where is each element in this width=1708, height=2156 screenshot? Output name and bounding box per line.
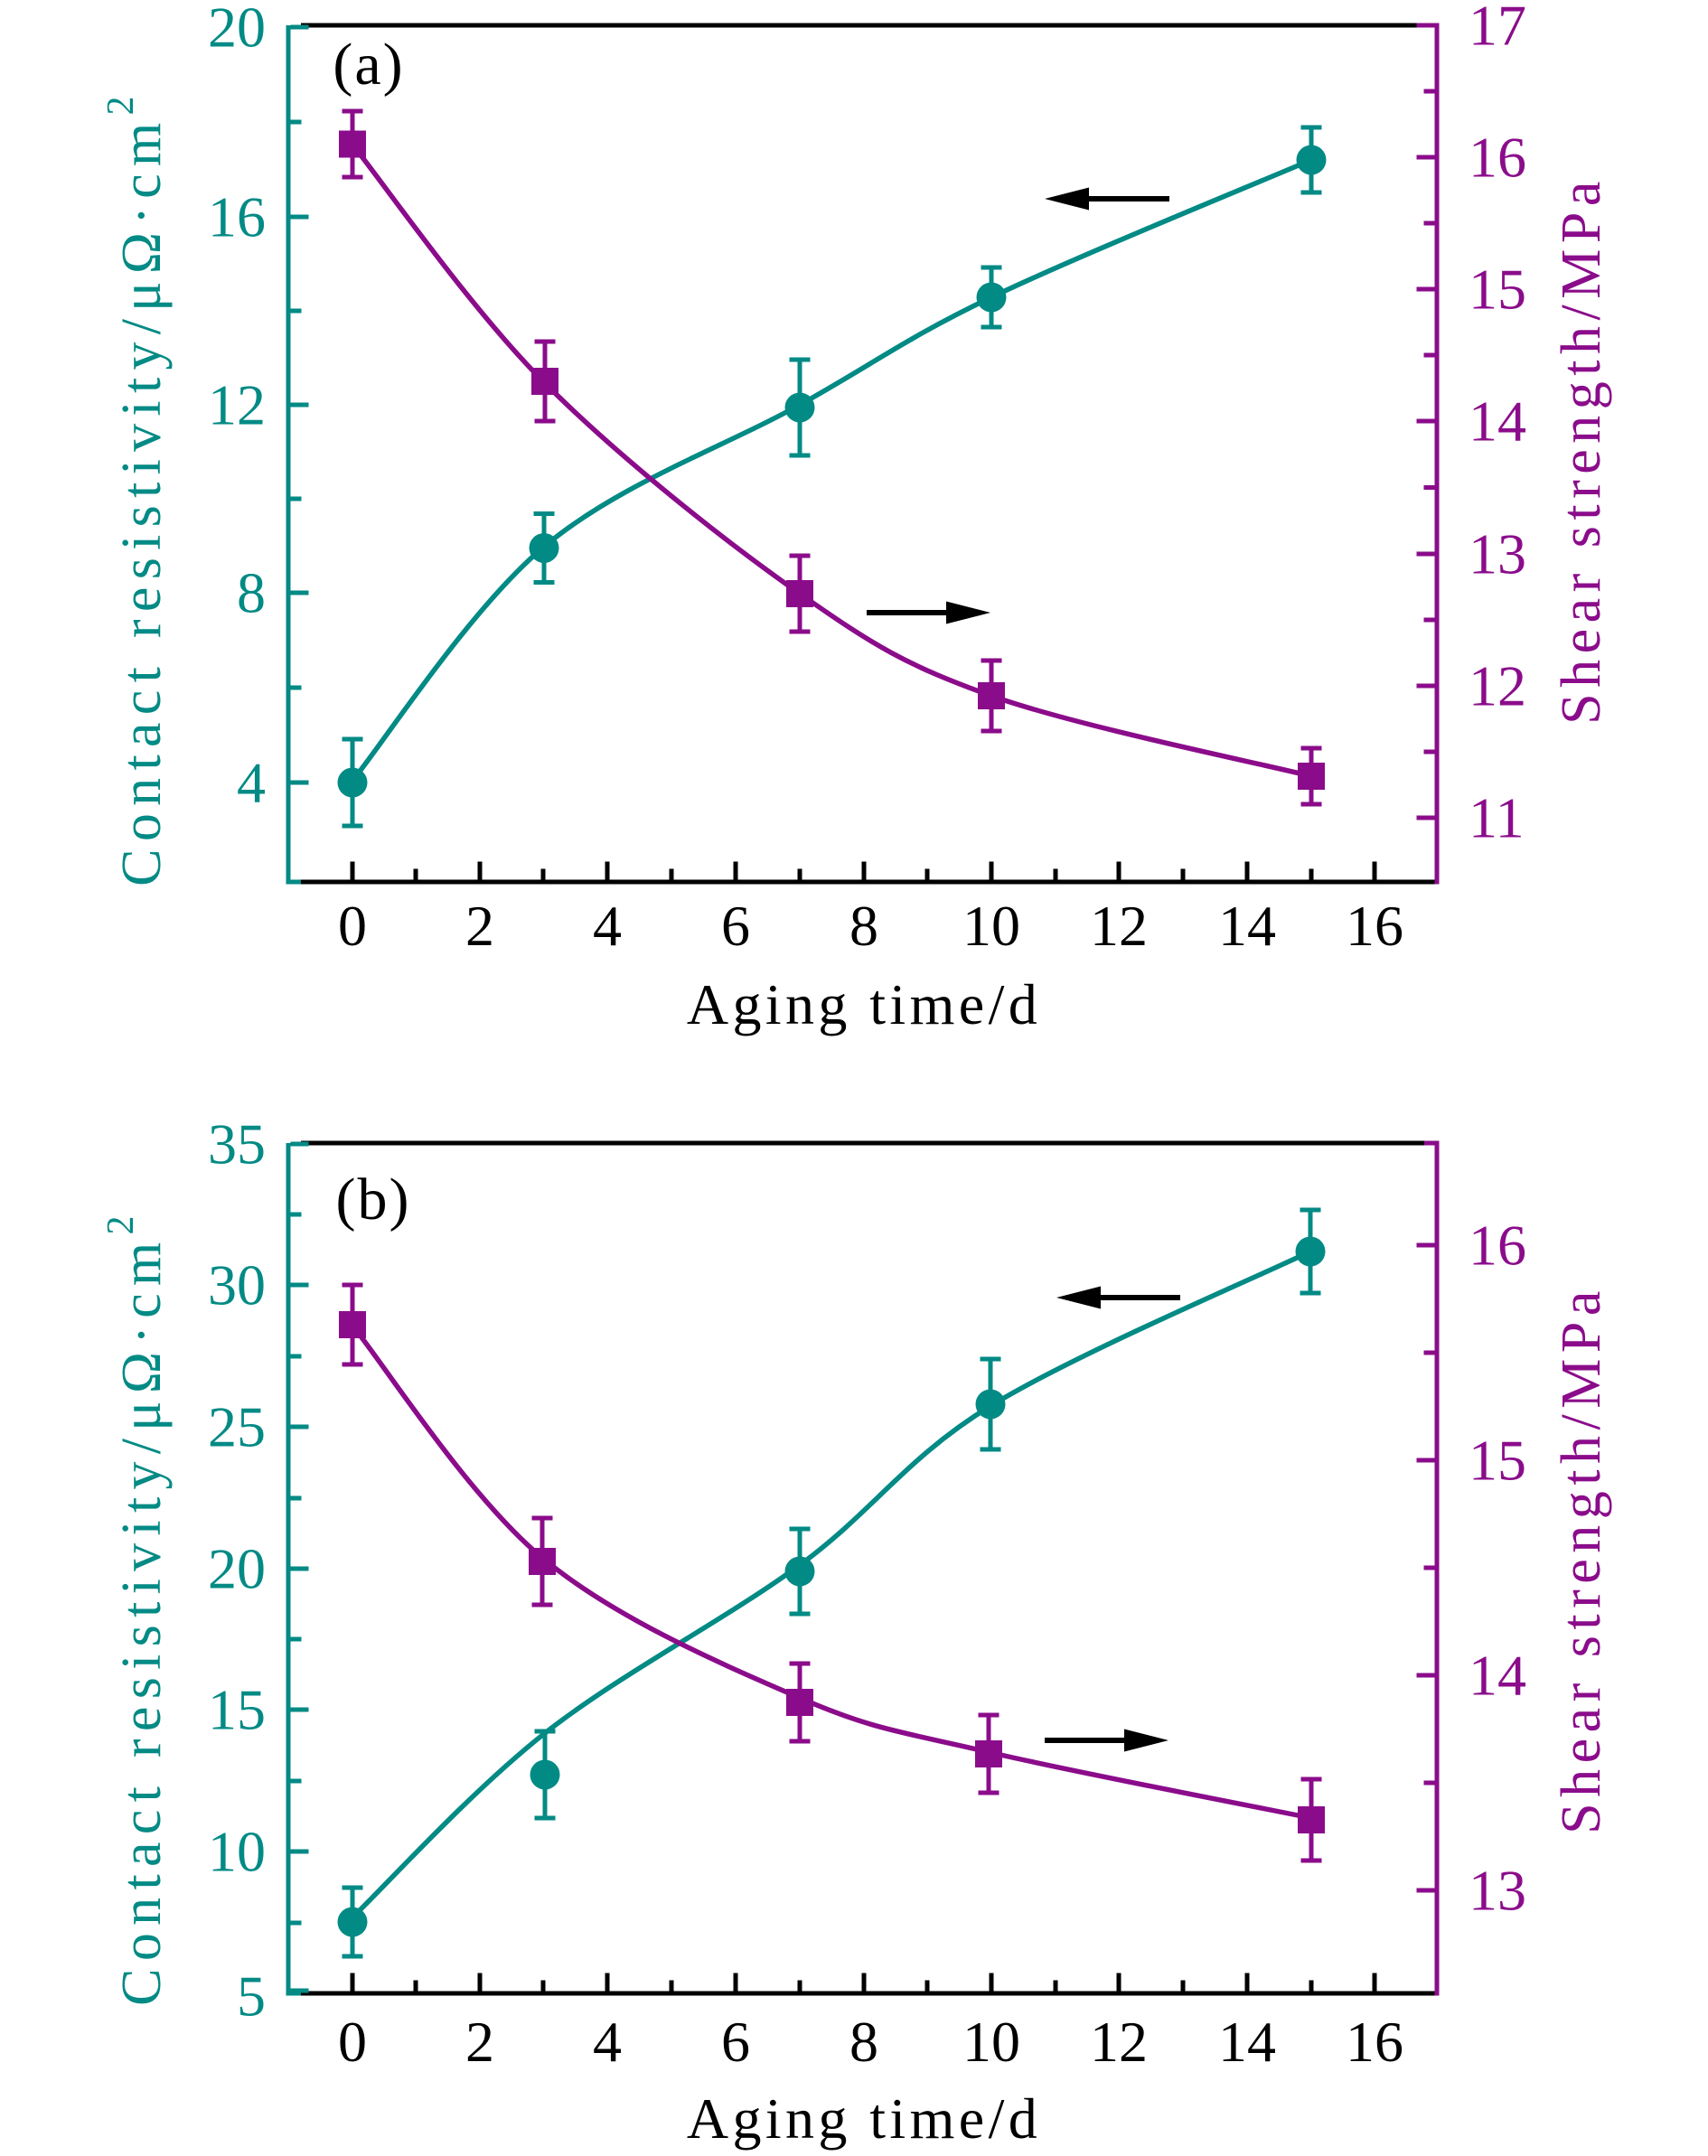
svg-text:5: 5 [237,1964,266,2029]
svg-text:30: 30 [208,1253,266,1317]
svg-text:16: 16 [1346,894,1403,958]
svg-text:16: 16 [1346,2010,1403,2074]
svg-text:14: 14 [1469,389,1526,454]
svg-text:12: 12 [1090,2010,1148,2074]
svg-text:16: 16 [1469,126,1526,190]
svg-text:12: 12 [1090,894,1148,958]
svg-text:6: 6 [721,894,750,958]
svg-text:0: 0 [338,894,367,958]
svg-text:8: 8 [849,894,878,958]
svg-text:35: 35 [208,1112,266,1176]
svg-text:8: 8 [849,2010,878,2074]
svg-text:16: 16 [1469,1214,1526,1278]
svg-text:15: 15 [1469,1429,1526,1493]
svg-text:14: 14 [1218,894,1276,958]
svg-text:14: 14 [1469,1644,1526,1708]
svg-text:0: 0 [338,2010,367,2074]
svg-text:10: 10 [208,1820,266,1884]
svg-text:11: 11 [1469,786,1525,850]
svg-text:4: 4 [237,751,266,815]
svg-text:14: 14 [1218,2010,1276,2074]
svg-text:12: 12 [208,373,266,437]
svg-text:20: 20 [208,0,266,60]
svg-text:4: 4 [593,894,622,958]
svg-text:2: 2 [465,894,494,958]
svg-text:15: 15 [1469,258,1526,322]
svg-text:16: 16 [208,185,266,249]
svg-text:17: 17 [1469,0,1526,58]
svg-text:13: 13 [1469,1859,1526,1923]
svg-text:12: 12 [1469,654,1526,718]
svg-text:20: 20 [208,1537,266,1601]
svg-text:25: 25 [208,1395,266,1459]
svg-text:Shear strength/MPa: Shear strength/MPa [1551,175,1612,725]
svg-text:6: 6 [721,2010,750,2074]
svg-text:Shear strength/MPa: Shear strength/MPa [1551,1285,1612,1834]
svg-text:(b): (b) [336,1167,411,1233]
svg-text:Aging time/d: Aging time/d [687,972,1041,1036]
svg-text:Contact resistivity/μΩ·cm2: Contact resistivity/μΩ·cm2 [100,89,173,886]
svg-text:4: 4 [593,2010,622,2074]
svg-text:2: 2 [465,2010,494,2074]
svg-text:Aging time/d: Aging time/d [687,2086,1041,2151]
svg-text:13: 13 [1469,522,1526,586]
svg-text:8: 8 [237,561,266,625]
svg-text:10: 10 [962,2010,1020,2074]
svg-text:(a): (a) [333,32,404,98]
svg-text:15: 15 [208,1678,266,1742]
svg-text:10: 10 [962,894,1020,958]
svg-text:Contact resistivity/μΩ·cm2: Contact resistivity/μΩ·cm2 [100,1208,173,2006]
